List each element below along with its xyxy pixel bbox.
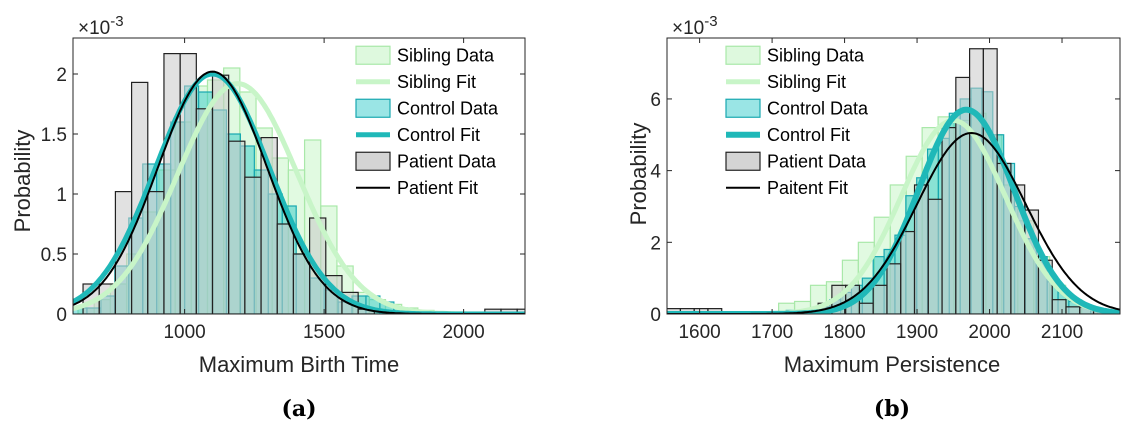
panel-a-axes: 1000 1500 2000 0 0.5 1 1.5 2: [41, 37, 526, 343]
legend-label: Patient Data: [767, 151, 867, 171]
legend-swatch: [355, 45, 391, 65]
panel-a-xlabel: Maximum Birth Time: [199, 352, 399, 377]
x-tick-label: 1800: [823, 322, 865, 343]
histogram-bar: [195, 108, 214, 314]
fit-curve-line: [73, 71, 525, 314]
panel-b: 1600 1700 1800 1900 2000 2100 0 2 4 6 ×10-3 Proba…: [626, 13, 1121, 422]
panel-a-caption: (a): [281, 396, 316, 422]
y-tick-label: 1.5: [41, 125, 67, 146]
legend-label: Paitent Fit: [767, 178, 848, 198]
y-tick-label: 0: [650, 305, 661, 326]
legend-label: Sibling Fit: [767, 72, 846, 92]
panel-b-ylabel: Probability: [626, 123, 651, 226]
y-tick-label: 0: [56, 305, 67, 326]
x-tick-label: 2100: [1041, 322, 1083, 343]
legend-label: Sibling Data: [767, 45, 865, 65]
legend-swatch: [725, 98, 761, 118]
legend-label: Control Data: [767, 98, 869, 118]
legend-swatch: [355, 98, 391, 118]
histogram-bar: [900, 230, 916, 314]
histogram-bar: [276, 223, 295, 314]
legend-label: Patient Data: [397, 151, 497, 171]
legend-label: Control Fit: [767, 125, 850, 145]
panel-a-ylabel: Probability: [10, 130, 35, 233]
y-tick-label: 2: [56, 65, 67, 86]
histogram-bar: [886, 263, 902, 314]
histogram-bar: [872, 284, 888, 314]
histogram-bar: [1065, 306, 1081, 314]
x-tick-label: 2000: [442, 322, 484, 343]
y-tick-label: 2: [650, 233, 661, 254]
histogram-bar: [211, 74, 230, 314]
legend-label: Sibling Data: [397, 45, 495, 65]
panel-b-axes: 1600 1700 1800 1900 2000 2100 0 2 4 6: [650, 37, 1121, 343]
x-tick-label: 2000: [968, 322, 1010, 343]
histogram-bar: [969, 48, 984, 314]
panel-a-exponent: ×10-3: [78, 13, 124, 39]
legend-label: Control Fit: [397, 125, 480, 145]
x-tick-label: 1000: [163, 322, 205, 343]
panel-b-legend: Sibling Data Sibling Fit Control Data Contr…: [725, 45, 869, 198]
histogram-bar: [228, 140, 246, 314]
histogram-bar: [244, 176, 262, 314]
panel-a-legend: Sibling Data Sibling Fit Control Data Contr…: [355, 45, 499, 198]
x-tick-label: 1700: [751, 322, 793, 343]
panel-b-caption: (b): [874, 396, 910, 422]
legend-swatch: [725, 45, 761, 65]
legend-label: Sibling Fit: [397, 72, 476, 92]
panel-b-exponent: ×10-3: [672, 13, 718, 39]
axes-box: [666, 37, 1121, 315]
x-tick-label: 1900: [896, 322, 938, 343]
y-tick-label: 6: [650, 90, 661, 111]
y-tick-label: 0.5: [41, 245, 67, 266]
histogram-bar: [927, 198, 943, 314]
axes-box: [72, 37, 526, 315]
y-tick-label: 4: [650, 162, 661, 183]
histogram-bar: [982, 48, 998, 314]
legend-swatch: [725, 151, 761, 171]
histogram-bar: [1051, 299, 1067, 314]
x-tick-label: 1500: [303, 322, 345, 343]
x-tick-label: 1600: [678, 322, 720, 343]
legend-swatch: [355, 151, 391, 171]
y-tick-label: 1: [56, 185, 67, 206]
histogram-bar: [292, 253, 311, 314]
fit-curve-line: [73, 70, 525, 314]
panel-b-xlabel: Maximum Persistence: [784, 352, 1000, 377]
legend-label: Control Data: [397, 98, 499, 118]
fit-curve-line: [667, 132, 1120, 314]
legend-label: Patient Fit: [397, 178, 478, 198]
histogram-bar: [858, 302, 874, 314]
